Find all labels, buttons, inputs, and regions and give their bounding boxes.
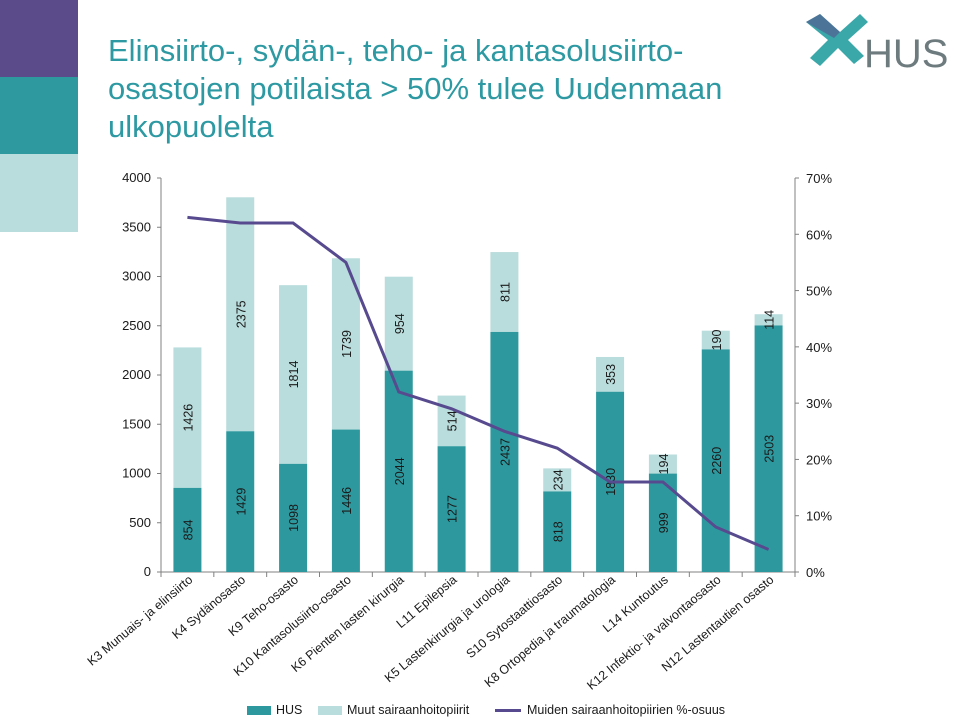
legend-label-muut: Muut sairaanhoitopiirit [347,703,470,717]
data-label-muut: 194 [657,454,671,475]
x-tick-label: S10 Sytostaattiosasto [464,573,566,661]
bar-muut [173,347,202,488]
legend-line-osuus [495,709,521,713]
bar-hus [437,446,466,572]
bar-muut [648,454,677,474]
x-tick-label: K3 Munuais- ja elinsiirto [85,573,196,669]
y2-tick-label: 40% [806,340,832,355]
y2-tick-label: 30% [806,396,832,411]
decor-band-light [0,154,78,232]
bar-hus [226,431,255,572]
data-label-muut: 234 [551,469,565,490]
bar-muut [226,197,255,432]
legend-swatch-hus [247,706,271,716]
data-label-muut: 114 [763,310,777,330]
y-tick-label: 1500 [122,416,151,431]
data-label-muut: 954 [393,313,407,334]
data-label-hus: 2044 [393,457,407,485]
bar-muut [701,330,730,350]
data-label-muut: 1739 [340,330,354,358]
legend-label-osuus: Muiden sairaanhoitopiirien %-osuus [527,703,726,717]
bar-muut [754,314,783,326]
data-label-hus: 1277 [446,495,460,523]
legend-label-hus: HUS [276,703,303,717]
bar-hus [754,325,783,572]
y-tick-label: 1000 [122,466,151,481]
y-tick-label: 4000 [122,170,151,185]
data-label-muut: 2375 [234,300,248,328]
y2-tick-label: 50% [806,284,832,299]
series-line-osuus [187,215,770,551]
bar-hus [331,429,360,572]
bar-hus [173,487,202,572]
legend-swatch-muut [318,706,342,716]
data-label-muut: 1426 [181,404,195,432]
bar-hus [490,331,519,572]
data-label-muut: 353 [604,364,618,385]
y-tick-label: 3500 [122,219,151,234]
data-label-muut: 514 [446,410,460,431]
bar-muut [543,468,572,492]
decor-band-teal [0,77,78,154]
bar-muut [384,276,413,371]
slide-title: Elinsiirto-, sydän-, teho- ja kantasolus… [108,33,723,144]
bar-hus [701,349,730,572]
hus-logo: HUS [806,12,956,77]
data-label-hus: 1429 [234,488,248,516]
bar-muut [596,356,625,392]
decor-band-purple [0,0,78,77]
y-tick-label: 2000 [122,367,151,382]
legend-item-osuus: Muiden sairaanhoitopiirien %-osuus [495,703,725,717]
y-tick-label: 3000 [122,269,151,284]
logo-text: HUS [864,32,948,72]
data-label-hus: 854 [181,519,195,540]
hus-cross-logo-icon: HUS [806,14,948,76]
data-label-hus: 818 [551,521,565,542]
data-label-hus: 1446 [340,487,354,515]
y-tick-label: 0 [144,564,151,579]
y2-tick-label: 60% [806,227,832,242]
y-tick-label: 500 [129,515,151,530]
data-label-hus: 2260 [710,447,724,475]
data-label-hus: 2437 [498,438,512,466]
data-label-muut: 190 [710,330,724,351]
y2-tick-label: 0% [806,565,825,580]
y2-tick-label: 20% [806,452,832,467]
y2-tick-label: 10% [806,509,832,524]
bar-hus [279,463,308,572]
legend-item-muut: Muut sairaanhoitopiirit [318,703,469,717]
bar-muut [279,285,308,464]
bar-muut [490,252,519,332]
y-tick-label: 2500 [122,318,151,333]
data-label-muut: 1814 [287,361,301,389]
y2-tick-label: 70% [806,171,832,186]
data-label-hus: 999 [657,512,671,533]
legend-item-hus: HUS [247,703,302,717]
bar-hus [384,370,413,572]
data-label-hus: 2503 [763,435,777,463]
bar-muut [437,395,466,447]
data-label-hus: 1098 [287,504,301,532]
bar-hus [543,491,572,572]
data-label-muut: 811 [498,282,512,302]
